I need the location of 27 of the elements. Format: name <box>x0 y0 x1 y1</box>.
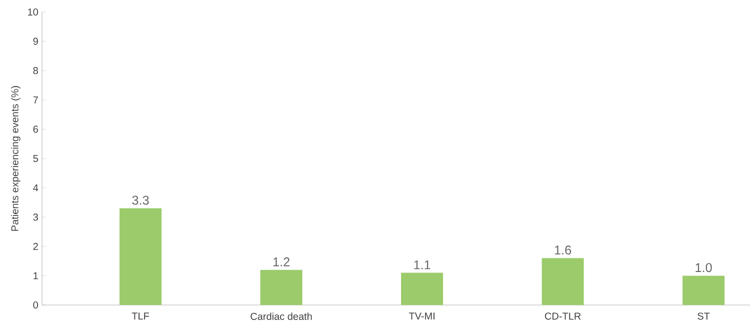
y-tick-label: 7 <box>33 96 38 104</box>
bar <box>120 208 162 305</box>
x-tick-label: ST <box>698 312 710 320</box>
y-tick-label: 2 <box>33 242 38 250</box>
data-label: 1.6 <box>554 246 572 255</box>
y-tick-label: 3 <box>33 214 38 221</box>
y-tick-label: 1 <box>34 272 38 280</box>
x-tick-label: TLF <box>132 312 150 320</box>
data-label: 1.1 <box>414 260 430 270</box>
x-tick-label: CD-TLR <box>544 312 581 320</box>
y-tick-label: 8 <box>33 67 38 74</box>
y-axis-title: Patients experiencing events (%) <box>11 86 20 231</box>
bar <box>260 270 302 305</box>
bar <box>542 258 584 305</box>
data-label: 1.2 <box>273 257 290 266</box>
bar <box>401 272 444 305</box>
bar <box>682 276 725 305</box>
y-tick-label: 9 <box>33 38 38 45</box>
y-tick-label: 5 <box>33 155 38 162</box>
y-tick-label: 6 <box>33 126 38 133</box>
x-tick-label: TV-MI <box>408 312 434 320</box>
y-tick-label: 10 <box>28 8 38 16</box>
data-label: 3.3 <box>132 196 149 205</box>
y-tick-label: 0 <box>33 301 38 309</box>
y-tick-label: 4 <box>33 184 38 192</box>
data-label: 1.0 <box>696 263 712 272</box>
x-tick-label: Cardiac death <box>250 312 312 320</box>
